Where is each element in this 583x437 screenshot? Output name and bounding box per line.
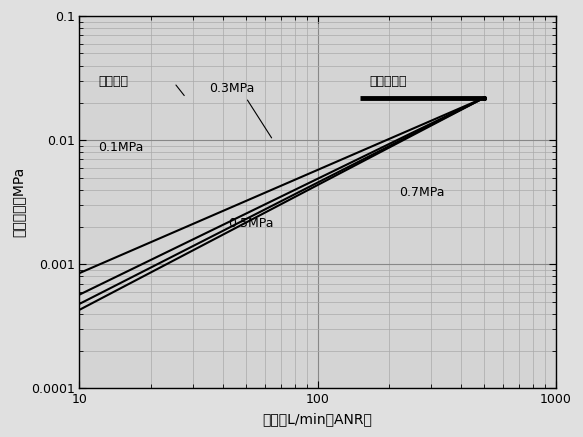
Text: 0.7MPa: 0.7MPa <box>399 186 445 199</box>
Y-axis label: 圧力降下　MPa: 圧力降下 MPa <box>11 167 25 237</box>
Text: 0.5MPa: 0.5MPa <box>228 217 273 230</box>
Text: 最大流量線: 最大流量線 <box>370 75 407 87</box>
X-axis label: 流量　L/min（ANR）: 流量 L/min（ANR） <box>263 412 373 426</box>
Text: 0.3MPa: 0.3MPa <box>209 82 254 95</box>
Text: 入口圧力: 入口圧力 <box>99 75 128 87</box>
Text: 0.1MPa: 0.1MPa <box>99 141 143 154</box>
